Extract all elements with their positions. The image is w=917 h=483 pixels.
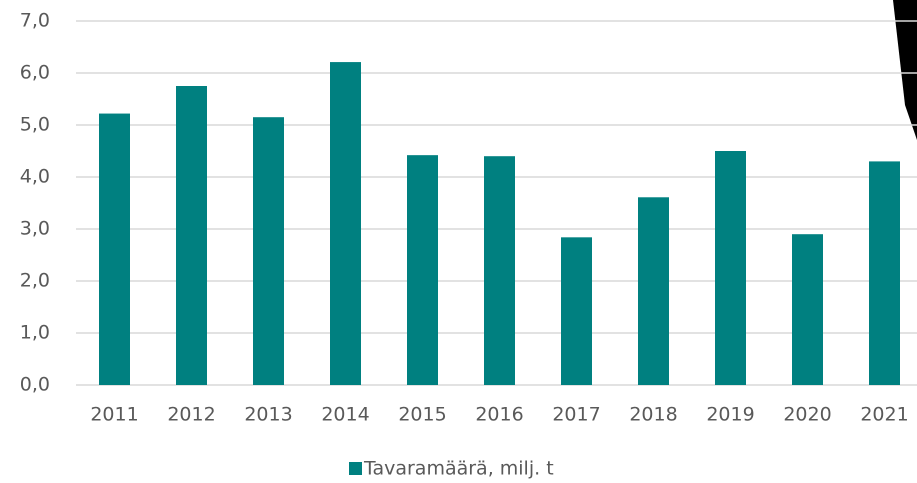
legend-swatch: [349, 462, 362, 475]
decoration: [893, 0, 917, 140]
x-tick-label: 2012: [167, 404, 215, 426]
y-tick-label: 7,0: [20, 10, 50, 32]
x-tick-label: 2014: [321, 404, 369, 426]
x-tick-label: 2015: [398, 404, 446, 426]
bar: [638, 197, 669, 385]
y-tick-label: 2,0: [20, 270, 50, 292]
x-tick-label: 2017: [552, 404, 600, 426]
x-tick-label: 2013: [244, 404, 292, 426]
bar: [176, 86, 207, 385]
bar: [561, 237, 592, 385]
x-tick-label: 2011: [90, 404, 138, 426]
x-tick-label: 2019: [706, 404, 754, 426]
bar: [869, 161, 900, 385]
bar: [484, 156, 515, 385]
x-tick-label: 2021: [860, 404, 908, 426]
bar: [99, 113, 130, 385]
bar: [407, 155, 438, 385]
x-tick-label: 2020: [783, 404, 831, 426]
y-tick-label: 6,0: [20, 62, 50, 84]
bar: [792, 234, 823, 385]
x-tick-label: 2016: [475, 404, 523, 426]
y-tick-label: 3,0: [20, 218, 50, 240]
y-tick-label: 1,0: [20, 322, 50, 344]
y-tick-label: 5,0: [20, 114, 50, 136]
legend-label: Tavaramäärä, milj. t: [363, 458, 554, 480]
bar: [330, 62, 361, 386]
y-tick-label: 0,0: [20, 374, 50, 396]
y-tick-label: 4,0: [20, 166, 50, 188]
bar: [253, 117, 284, 385]
x-tick-label: 2018: [629, 404, 677, 426]
bar: [715, 151, 746, 385]
